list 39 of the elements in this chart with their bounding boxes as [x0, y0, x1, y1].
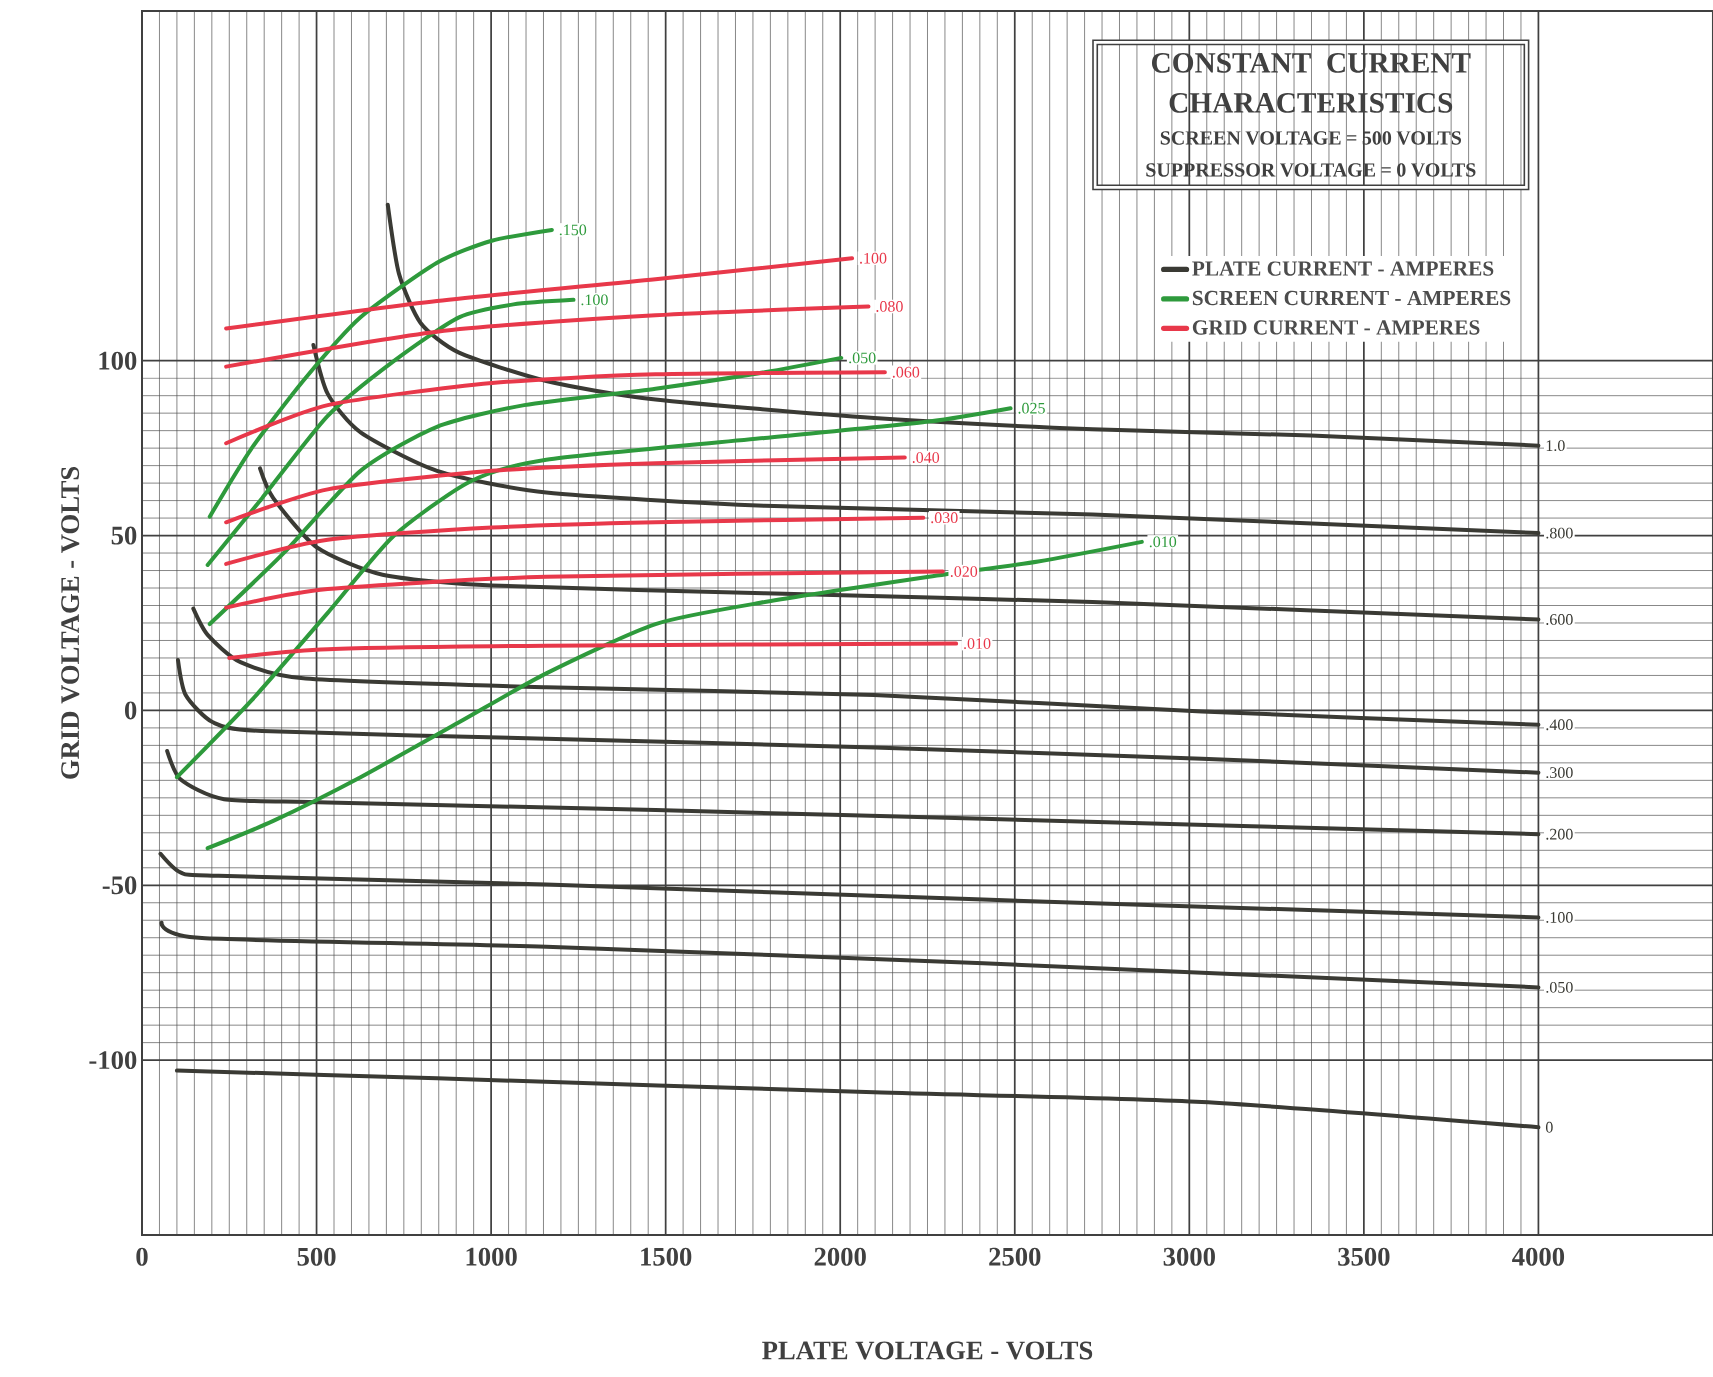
y-tick-label: 50 [111, 526, 137, 545]
annotation: .060 [892, 366, 920, 378]
x-axis-title: PLATE VOLTAGE - VOLTS [762, 1341, 1093, 1360]
legend-label: GRID CURRENT - AMPERES [1192, 320, 1480, 335]
x-tick-label: 1000 [466, 1247, 517, 1266]
annotation: 1.0 [1546, 440, 1565, 452]
annotation: .030 [931, 512, 958, 524]
x-tick-label: 3500 [1338, 1247, 1390, 1266]
legend-label: PLATE CURRENT - AMPERES [1192, 261, 1494, 276]
annotation: .100 [1546, 912, 1573, 923]
annotation: .080 [876, 301, 903, 312]
y-axis-title: GRID VOLTAGE - VOLTS [61, 466, 80, 779]
y-tick-label: 0 [124, 701, 137, 720]
annotation: .050 [849, 352, 876, 364]
annotation: .800 [1546, 527, 1573, 539]
annotation: .010 [964, 638, 991, 650]
x-tick-label: 500 [297, 1247, 336, 1266]
annotation: .200 [1546, 828, 1573, 840]
annotation: .040 [912, 452, 940, 464]
annotation: .300 [1546, 767, 1573, 779]
legend-label: SCREEN CURRENT - AMPERES [1192, 290, 1511, 306]
annotation: .025 [1018, 402, 1045, 414]
annotation: .100 [860, 252, 887, 264]
annotation: .100 [581, 294, 608, 306]
y-tick-label: 100 [99, 351, 137, 370]
annotation: .400 [1546, 719, 1573, 731]
x-tick-label: 4000 [1512, 1247, 1565, 1266]
annotation: .050 [1546, 981, 1573, 993]
x-tick-label: 1500 [641, 1247, 692, 1266]
annotation: .010 [1149, 536, 1177, 548]
annotation: .020 [950, 566, 978, 578]
x-tick-label: 2500 [989, 1247, 1041, 1266]
annotation: .150 [559, 224, 587, 236]
x-tick-label: 3000 [1163, 1247, 1215, 1266]
x-tick-label: 2000 [814, 1247, 866, 1266]
y-tick-label: -50 [102, 876, 137, 895]
annotation: 0 [1545, 1121, 1553, 1133]
annotation: .600 [1546, 614, 1573, 625]
y-tick-label: -100 [89, 1051, 137, 1070]
